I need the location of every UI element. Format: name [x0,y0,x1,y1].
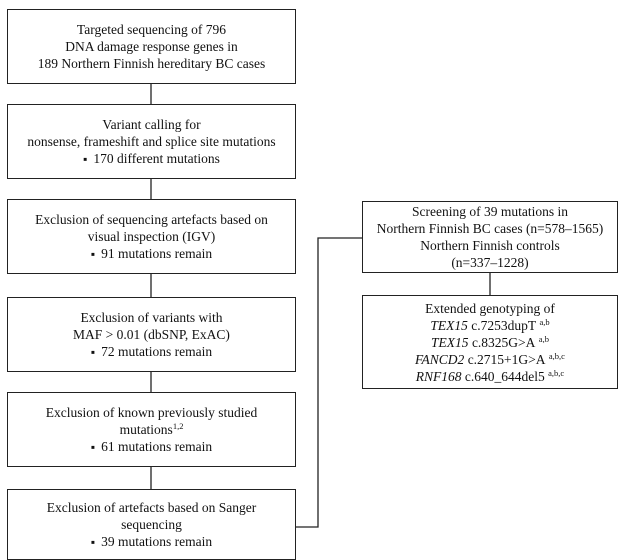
step-text: MAF > 0.01 (dbSNP, ExAC) [73,326,230,342]
step-exclude-maf-variants: Exclusion of variants with MAF > 0.01 (d… [7,297,296,372]
footnote-marks: a,b,c [548,350,565,361]
step-text: Targeted sequencing of 796 [76,22,227,37]
step-text: 189 Northern Finnish hereditary BC cases [37,56,266,71]
footnote-marks: a,b [539,316,550,327]
gene-name: RNF168 [415,368,462,384]
step-text: Variant calling for [102,116,201,132]
step-count: 39 mutations remain [91,533,212,551]
step-text: DNA damage response genes in [65,39,238,54]
step-targeted-sequencing: Targeted sequencing of 796 DNA damage re… [7,9,296,84]
step-text: Exclusion of variants with [80,309,223,325]
variant: c.2715+1G>A [464,351,546,367]
controls-label: Northern Finnish controls [420,238,560,253]
footnote-marks: a,b,c [548,367,565,378]
step-count: 170 different mutations [83,150,219,168]
step-text: sequencing [121,516,182,532]
controls-n: (n=337–1228) [451,255,529,270]
gene-name: FANCD2 [415,351,465,367]
connector-to-screening [296,237,362,528]
step-count: 61 mutations remain [91,438,212,456]
genotyped-mutation: TEX15 c.8325G>A a,b [431,334,549,351]
step-text: Exclusion of artefacts based on Sanger [46,499,257,515]
step-text-with-ref: mutations1,2 [120,421,184,438]
screening-cases: Northern Finnish BC cases (n=578–1565) [376,221,604,236]
variant: c.8325G>A [468,334,536,350]
step-variant-calling: Variant calling for nonsense, frameshift… [7,104,296,179]
gene-name: TEX15 [431,334,469,350]
variant: c.640_644del5 [461,368,545,384]
genotyped-mutation: RNF168 c.640_644del5 a,b,c [416,368,564,385]
screening-box: Screening of 39 mutations in Northern Fi… [362,201,618,273]
step-text: Exclusion of known previously studied [45,404,258,420]
screening-title: Screening of 39 mutations in [412,204,568,219]
step-exclude-known-mutations: Exclusion of known previously studied mu… [7,392,296,467]
variant: c.7253dupT [467,317,537,333]
step-count: 91 mutations remain [91,245,212,263]
reference-superscript: 1,2 [172,420,184,431]
genotyped-mutation: TEX15 c.7253dupT a,b [430,317,549,334]
genotyping-box: Extended genotyping of TEX15 c.7253dupT … [362,295,618,389]
step-exclude-sequencing-artefacts: Exclusion of sequencing artefacts based … [7,199,296,274]
step-text: Exclusion of sequencing artefacts based … [35,211,268,227]
genotyped-mutation: FANCD2 c.2715+1G>A a,b,c [415,351,565,368]
screening-controls: Northern Finnish controls (n=337–1228) [420,237,560,271]
step-text: nonsense, frameshift and splice site mut… [27,133,276,149]
step-count: 72 mutations remain [91,343,212,361]
genotyping-title: Extended genotyping of [425,300,555,316]
gene-name: TEX15 [430,317,468,333]
step-text: mutations [119,421,173,437]
step-exclude-sanger-artefacts: Exclusion of artefacts based on Sanger s… [7,489,296,560]
step-text: visual inspection (IGV) [87,228,216,244]
footnote-marks: a,b [538,333,549,344]
